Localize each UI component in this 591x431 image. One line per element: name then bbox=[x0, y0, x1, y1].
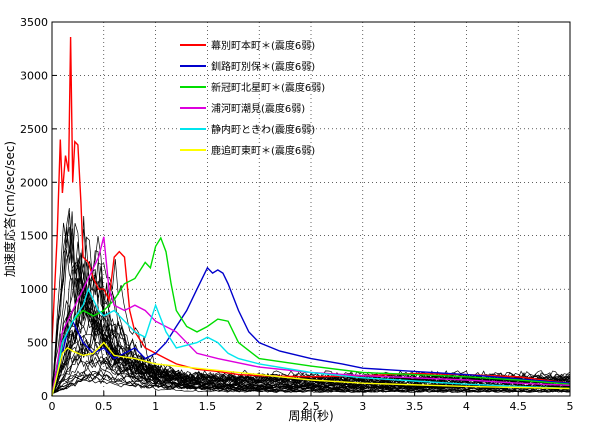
legend-label: 鹿追町東町＊(震度6弱) bbox=[211, 144, 315, 157]
x-tick-label: 4 bbox=[463, 400, 470, 413]
y-tick-label: 2500 bbox=[20, 123, 48, 136]
legend-label: 新冠町北星町＊(震度6弱) bbox=[211, 81, 325, 94]
series-line bbox=[51, 341, 571, 397]
x-axis-label: 周期(秒) bbox=[288, 409, 333, 423]
background-series-line bbox=[51, 339, 571, 395]
legend-label: 釧路町別保＊(震度6弱) bbox=[211, 60, 315, 73]
x-tick-label: 0.5 bbox=[95, 400, 113, 413]
x-tick-label: 0 bbox=[49, 400, 56, 413]
x-tick-label: 3.5 bbox=[406, 400, 424, 413]
y-tick-label: 500 bbox=[27, 337, 48, 350]
x-tick-label: 2 bbox=[256, 400, 263, 413]
series-line bbox=[51, 236, 571, 397]
y-tick-label: 1500 bbox=[20, 230, 48, 243]
y-axis-ticks: 0 500 1000 1500 2000 2500 3000 3500 bbox=[20, 16, 57, 403]
legend-label: 静内町ときわ(震度6弱) bbox=[211, 123, 315, 136]
legend-label: 幕別町本町＊(震度6弱) bbox=[211, 39, 315, 52]
series-line bbox=[51, 287, 571, 397]
x-tick-label: 5 bbox=[567, 400, 574, 413]
x-axis-ticks: 0 0.5 1 1.5 2 2.5 3 3.5 4 4.5 5 bbox=[49, 391, 574, 413]
background-series-line bbox=[51, 309, 571, 395]
highlighted-series-group bbox=[51, 36, 571, 397]
y-tick-label: 3500 bbox=[20, 16, 48, 29]
y-axis-label: 加速度応答(cm/sec/sec) bbox=[2, 141, 17, 277]
y-tick-label: 2000 bbox=[20, 176, 48, 189]
y-tick-label: 1000 bbox=[20, 283, 48, 296]
x-tick-label: 2.5 bbox=[302, 400, 320, 413]
x-tick-label: 3 bbox=[359, 400, 366, 413]
x-tick-label: 1 bbox=[152, 400, 159, 413]
x-tick-label: 1.5 bbox=[199, 400, 217, 413]
legend: 幕別町本町＊(震度6弱) 釧路町別保＊(震度6弱) 新冠町北星町＊(震度6弱) 浦河町… bbox=[180, 39, 325, 157]
series-line bbox=[51, 266, 571, 397]
background-series-line bbox=[51, 249, 571, 395]
y-tick-label: 3000 bbox=[20, 69, 48, 82]
x-tick-label: 4.5 bbox=[509, 400, 527, 413]
series-line bbox=[51, 236, 571, 397]
legend-label: 浦河町潮見(震度6弱) bbox=[211, 102, 305, 115]
y-tick-label: 0 bbox=[41, 390, 48, 403]
